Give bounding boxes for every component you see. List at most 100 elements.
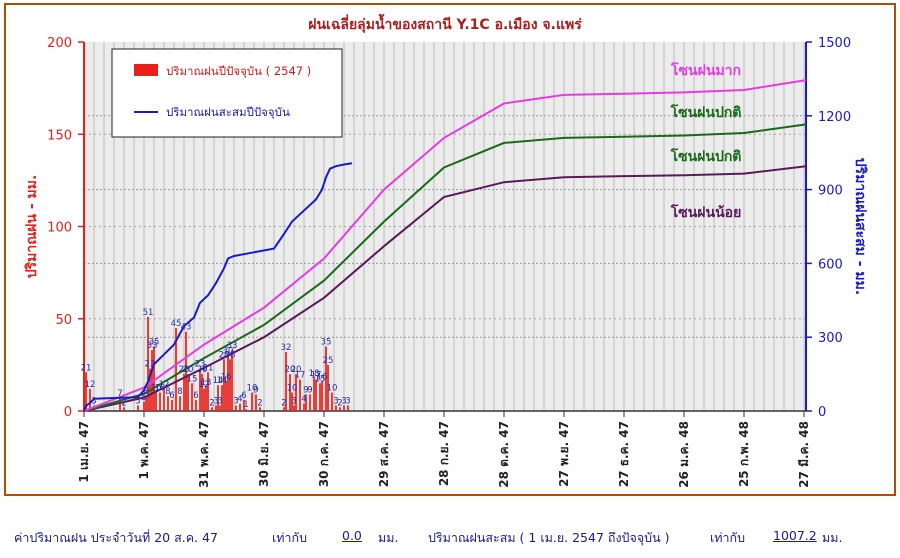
x-axis-tick-label: 27 พ.ย. 47 <box>557 421 571 487</box>
rain-bar-label: 33 <box>147 341 158 351</box>
rain-bar <box>85 372 87 411</box>
rain-bar-label: 20 <box>197 365 208 375</box>
chart-frame: ฝนเฉลี่ยลุ่มน้ำของสถานี Y.1C อ.เมือง จ.แ… <box>4 3 896 496</box>
chart-title: ฝนเฉลี่ยลุ่มน้ำของสถานี Y.1C อ.เมือง จ.แ… <box>308 13 582 33</box>
rain-bar <box>123 407 125 411</box>
rain-bar-label: 45 <box>171 319 182 329</box>
x-axis-tick-label: 30 ก.ค. 47 <box>317 421 331 487</box>
rain-bar-label: 3 <box>135 396 140 406</box>
rain-bar-label: 17 <box>311 371 322 381</box>
rain-bar-label: 15 <box>315 374 326 384</box>
rain-bar-label: 9 <box>253 385 258 395</box>
rain-bar-label: 10 <box>287 384 298 394</box>
rain-bar-label: 28 <box>225 350 236 360</box>
rain-bar-label: 23 <box>145 360 156 370</box>
rain-bar-label: 2 <box>281 398 286 408</box>
right-axis-tick-label: 300 <box>818 331 843 346</box>
x-axis-tick-label: 30 มิ.ย. 47 <box>257 421 271 487</box>
rain-bar <box>205 387 207 411</box>
rain-bar-label: 20 <box>285 365 296 375</box>
rain-bar <box>225 381 227 411</box>
rain-bar-label: 16 <box>317 372 328 382</box>
rain-bar-label: 2 <box>337 398 342 408</box>
rain-bar <box>119 398 121 411</box>
rain-bar-label: 2 <box>121 398 126 408</box>
rain-bar <box>175 327 177 411</box>
rain-bar-label: 6 <box>193 391 198 401</box>
rain-bar-label: 8 <box>165 387 170 397</box>
right-axis-tick-label: 1200 <box>818 110 851 125</box>
x-axis-tick-label: 29 ส.ค. 47 <box>377 421 391 487</box>
rain-bar-label: 20 <box>183 365 194 375</box>
rain-bar <box>155 392 157 411</box>
rain-bar-label: 2 <box>257 398 262 408</box>
rain-bar <box>179 396 181 411</box>
rain-bar <box>243 399 245 411</box>
rain-bar <box>153 346 155 411</box>
zone-label: โซนฝนปกติ <box>670 147 742 165</box>
rain-bar-label: 8 <box>143 387 148 397</box>
rain-bar-label: 3 <box>213 396 218 406</box>
rain-bar-label: 14 <box>213 376 224 386</box>
left-axis-title: ปริมาณฝน - มม. <box>24 175 40 279</box>
rain-bar <box>309 394 311 411</box>
rain-bar-label: 3 <box>291 396 296 406</box>
rain-bar-label: 13 <box>201 378 212 388</box>
rain-bar-label: 10 <box>247 384 258 394</box>
rain-bar <box>207 372 209 411</box>
rain-bar-label: 6 <box>169 391 174 401</box>
rain-bar-label: 51 <box>143 308 154 318</box>
rain-bar-label: 32 <box>281 343 292 353</box>
daily-rain-label: ค่าปริมาณฝน ประจำวันที่ 20 ส.ค. 47 <box>14 530 218 545</box>
right-axis-title: ปริมาณฝนสะสม - มม. <box>852 158 868 295</box>
right-axis-tick-label: 1500 <box>818 36 851 51</box>
rain-bar <box>251 392 253 411</box>
rain-bar <box>245 409 247 411</box>
rain-bar <box>191 383 193 411</box>
rain-bar <box>219 405 221 411</box>
right-axis-tick-label: 600 <box>818 257 843 272</box>
rain-bar-label: 28 <box>219 350 230 360</box>
rain-bar-label: 2 <box>209 398 214 408</box>
rain-bar <box>305 394 307 411</box>
legend-box <box>111 48 343 138</box>
zone-low-line <box>83 165 807 412</box>
rain-bar <box>211 407 213 411</box>
rain-bar-label: 10 <box>155 384 166 394</box>
rain-bar-label: 16 <box>221 372 232 382</box>
cumulative-rain-value: 1007.2 <box>773 528 817 543</box>
rain-bar-label: 12 <box>199 380 210 390</box>
unit-label-2: มม. <box>822 530 843 545</box>
rain-bar-label: 20 <box>179 365 190 375</box>
legend-bar-swatch <box>134 64 158 76</box>
footer-summary: ค่าปริมาณฝน ประจำวันที่ 20 ส.ค. 47 เท่าก… <box>0 524 900 548</box>
rain-bar-label: 4 <box>301 395 306 405</box>
rainfall-chart: ฝนเฉลี่ยลุ่มน้ำของสถานี Y.1C อ.เมือง จ.แ… <box>24 13 868 488</box>
rain-bar-label: 3 <box>341 396 346 406</box>
rain-bar-label: 9 <box>303 385 308 395</box>
x-axis-tick-label: 31 พ.ค. 47 <box>197 421 211 488</box>
rain-bar <box>335 405 337 411</box>
rain-bar <box>283 407 285 411</box>
rain-bar-label: 14 <box>217 376 228 386</box>
rain-bar-label: 17 <box>295 371 306 381</box>
rain-bar-label: 3 <box>345 396 350 406</box>
rain-bar <box>293 405 295 411</box>
rain-bar <box>201 374 203 411</box>
rain-bar <box>347 405 349 411</box>
rain-bar-label: 6 <box>241 391 246 401</box>
rain-bar <box>187 374 189 411</box>
rain-bar-label: 25 <box>323 356 334 366</box>
zone-label: โซนฝนปกติ <box>670 103 742 121</box>
rain-bar <box>227 355 229 411</box>
rain-bar <box>221 385 223 411</box>
rain-bar <box>151 350 153 411</box>
rain-bar-label: 23 <box>195 360 206 370</box>
x-axis-tick-label: 1 พ.ค. 47 <box>137 421 151 479</box>
rain-bar <box>171 399 173 411</box>
rain-bar <box>215 405 217 411</box>
rain-bar <box>89 388 91 411</box>
x-axis-tick-label: 1 เม.ย. 47 <box>77 421 91 483</box>
rain-bar-label: 4 <box>237 395 242 405</box>
unit-label-1: มม. <box>378 530 399 545</box>
